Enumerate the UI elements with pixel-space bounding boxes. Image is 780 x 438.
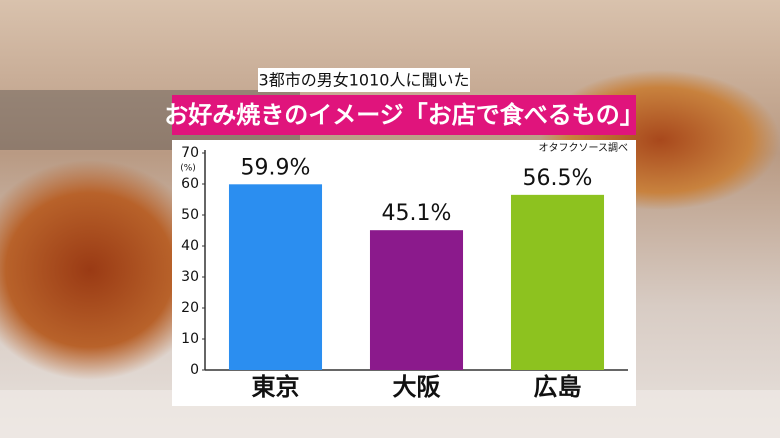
y-tick-label: 20	[181, 300, 199, 316]
subtitle: 3都市の男女1010人に聞いた	[259, 71, 470, 90]
bar	[228, 184, 323, 370]
subtitle-box	[258, 68, 470, 92]
value-label: 56.5%	[523, 166, 593, 191]
source: オタフクソース調べ	[539, 141, 629, 154]
x-tick-label: 東京	[252, 373, 300, 401]
bar	[369, 230, 464, 370]
y-unit: (%)	[180, 164, 196, 174]
y-tick-label: 70	[181, 145, 199, 161]
y-tick-label: 30	[181, 269, 199, 285]
y-tick-label: 50	[181, 207, 199, 223]
chart-title: お好み焼きのイメージ「お店で食べるもの」	[164, 101, 644, 129]
x-tick-label: 広島	[534, 373, 582, 401]
value-label: 45.1%	[382, 201, 452, 226]
y-tick-label: 40	[181, 238, 199, 254]
y-tick-label: 10	[181, 331, 199, 347]
y-tick-label: 0	[190, 362, 199, 378]
x-tick-label: 大阪	[393, 373, 441, 401]
y-tick-label: 60	[181, 176, 199, 192]
food-left	[0, 160, 210, 380]
title-bar	[172, 95, 636, 135]
bar	[510, 194, 605, 370]
value-label: 59.9%	[241, 155, 311, 180]
